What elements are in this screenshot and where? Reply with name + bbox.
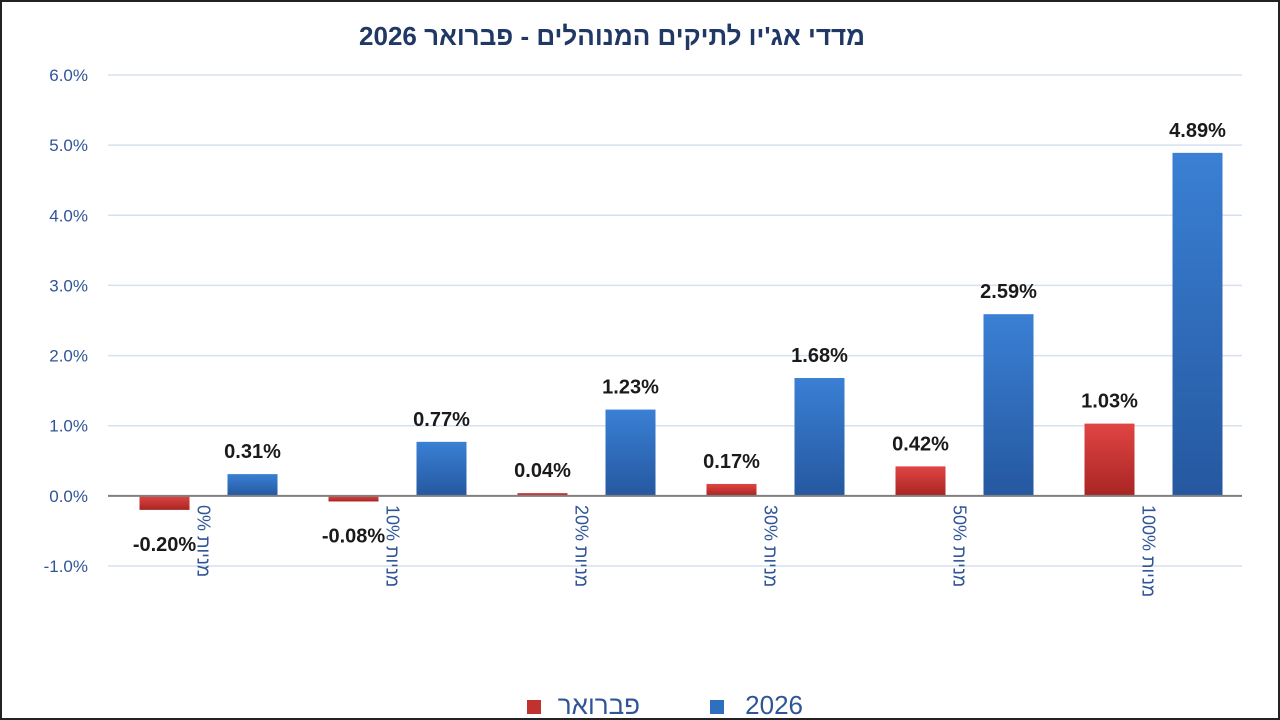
bar-2026 [1172,152,1223,496]
data-label: 0.42% [892,433,949,455]
bar-february [328,495,379,502]
bar-2026 [605,409,656,496]
category-label: 0% מניות [194,505,214,577]
data-label: 1.68% [791,345,848,367]
data-label: 0.17% [703,451,760,473]
y-tick-label: 2.0% [49,347,88,366]
legend-swatch [527,700,541,714]
category-label: 100% מניות [1139,505,1159,597]
y-tick-label: 0.0% [49,487,88,506]
data-label: 0.31% [224,441,281,463]
y-axis-ticks: -1.0% 0.0% 1.0% 2.0% 3.0% 4.0% 5.0% 6.0% [44,66,88,576]
data-label: 1.23% [602,377,659,399]
category-labels: 0% מניות 10% מניות 20% מניות 30% מניות 50% מ… [194,505,1159,597]
data-label: -0.20% [133,534,197,556]
y-tick-label: 5.0% [49,136,88,155]
data-labels: -0.20% -0.08% 0.04% 0.17% 0.42% 1.03% 0.31% 0.7… [133,120,1226,556]
y-tick-label: 3.0% [49,276,88,295]
y-tick-label: 1.0% [49,417,88,436]
category-label: 30% מניות [761,505,781,587]
category-label: 20% מניות [572,505,592,587]
bar-february [139,495,190,510]
bars [139,152,1223,510]
data-label: 2.59% [980,281,1037,303]
y-tick-label: -1.0% [44,557,88,576]
bar-2026 [794,378,845,496]
bar-february [895,466,946,496]
chart-title: מדדי אג'יו לתיקים המנוהלים - פברואר 2026 [359,21,865,51]
bar-2026 [416,441,467,496]
bar-2026 [227,474,278,496]
category-label: 10% מניות [383,505,403,587]
data-label: 4.89% [1169,120,1226,142]
data-label: 0.04% [514,460,571,482]
gridlines [108,74,1242,567]
bar-february [706,483,757,496]
bar-2026 [983,314,1034,496]
legend-label: 2026 [745,690,803,720]
y-tick-label: 6.0% [49,66,88,85]
legend-label: פברואר [558,690,640,720]
bar-february [1084,423,1135,496]
legend-swatch [710,700,724,714]
data-label: -0.08% [322,525,386,547]
legend: פברואר 2026 [527,690,803,720]
y-tick-label: 4.0% [49,206,88,225]
bar-february [517,493,568,496]
data-label: 0.77% [413,409,470,431]
category-label: 50% מניות [950,505,970,587]
data-label: 1.03% [1081,391,1138,413]
